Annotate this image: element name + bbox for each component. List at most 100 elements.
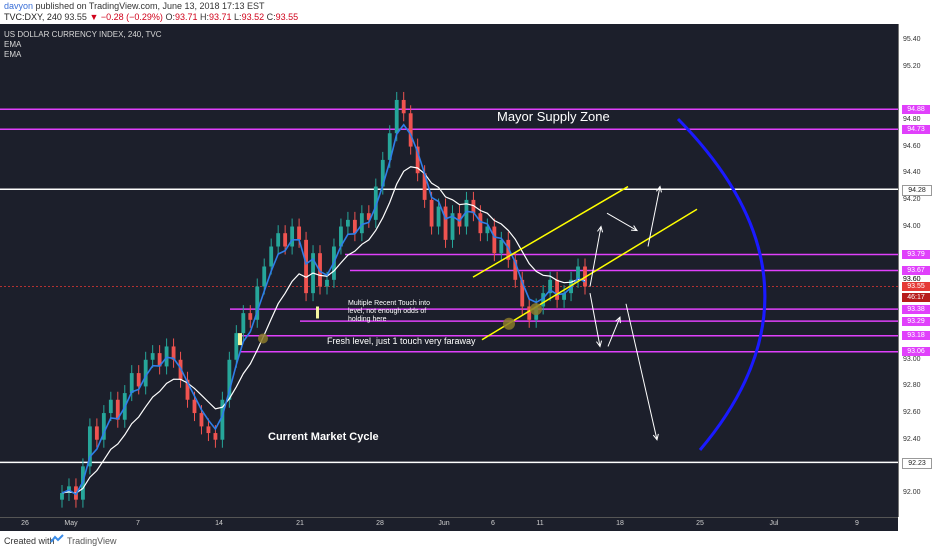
candle-body — [541, 293, 546, 307]
candle-body — [450, 213, 455, 240]
footer: Created with TradingView — [0, 531, 932, 550]
multiple-touch-note: Multiple Recent Touch into level, not en… — [348, 300, 430, 323]
publish-header: davyon published on TradingView.com, Jun… — [0, 0, 932, 24]
x-tick-label: Jun — [438, 520, 450, 527]
arrow-head — [596, 340, 603, 348]
candle-body — [464, 199, 469, 227]
candle-body — [241, 313, 246, 334]
x-tick-label: 26 — [21, 520, 29, 527]
touch-marker — [530, 303, 542, 316]
ema-slow-line — [61, 166, 586, 494]
candle-body — [394, 99, 399, 134]
market-cycle-label: Current Market Cycle — [268, 431, 379, 443]
author-link[interactable]: davyon — [4, 1, 34, 11]
level-price-tag: 93.38 — [902, 304, 930, 314]
chart-plot-area[interactable]: US DOLLAR CURRENCY INDEX, 240, TVC EMA E… — [0, 24, 898, 517]
candle-body — [185, 379, 190, 400]
level-price-tag: 93.29 — [902, 316, 930, 326]
low-value: 93.52 — [241, 12, 265, 22]
level-price-tag: 93.18 — [902, 331, 930, 341]
price-chart — [0, 91, 898, 508]
x-tick-label: 6 — [491, 520, 495, 527]
candle-body — [345, 219, 350, 227]
market-cycle-arc — [676, 117, 767, 451]
candle-body — [408, 113, 413, 147]
tradingview-logo-icon — [50, 534, 64, 543]
close-label: C: — [266, 12, 276, 22]
candle-body — [150, 353, 155, 360]
candle-body — [401, 99, 406, 114]
tradingview-brand[interactable]: TradingView — [67, 536, 117, 546]
candle-body — [143, 359, 148, 387]
y-tick-label: 92.00 — [903, 489, 921, 497]
current-price-tag: 93.55 — [902, 281, 930, 291]
y-tick-label: 95.20 — [903, 62, 921, 70]
x-tick-label: 9 — [855, 520, 859, 527]
published-text: published on TradingView.com, June 13, 2… — [35, 1, 265, 11]
candle-body — [192, 399, 197, 414]
candle-body — [101, 413, 106, 440]
candle-body — [227, 359, 232, 400]
arrow-head — [615, 316, 621, 324]
x-tick-label: Jul — [769, 520, 779, 527]
candle-body — [87, 426, 92, 467]
legend-title: US DOLLAR CURRENCY INDEX, 240, TVC — [4, 30, 162, 39]
open-label: O: — [165, 12, 175, 22]
publish-line: davyon published on TradingView.com, Jun… — [4, 1, 265, 11]
y-tick-label: 92.80 — [903, 382, 921, 390]
arrow-head — [597, 225, 604, 233]
y-tick-label: 94.60 — [903, 142, 921, 150]
candle-body — [276, 233, 281, 247]
y-tick-label-current: 93.60 — [903, 275, 921, 283]
channel-lower-line — [481, 208, 698, 341]
candle-body — [248, 313, 253, 320]
ohlc-line: TVC:DXY, 240 93.55 ▼ −0.28 (−0.29%) O:93… — [4, 12, 298, 22]
x-tick-label: 7 — [136, 520, 140, 527]
candle-body — [352, 219, 357, 234]
candle-body — [60, 493, 64, 500]
candle-body — [359, 213, 364, 234]
candle-body — [548, 279, 553, 294]
candle-body — [255, 286, 260, 320]
candle-body — [199, 413, 204, 427]
fresh-level-note: Fresh level, just 1 touch very faraway — [327, 336, 476, 346]
candle-body — [478, 213, 483, 234]
candle-body — [234, 333, 239, 360]
candle-body — [213, 433, 218, 440]
candle-body — [157, 353, 162, 367]
level-price-tag: 94.28 — [902, 184, 932, 196]
y-tick-label: 93.60 — [903, 275, 921, 283]
candle-body — [373, 186, 378, 220]
y-tick-label: 93.00 — [903, 355, 921, 363]
x-tick-label: 14 — [215, 520, 223, 527]
candle-body — [206, 426, 211, 434]
level-price-tag: 93.06 — [902, 347, 930, 357]
candle-body — [513, 259, 518, 280]
high-value: 93.71 — [209, 12, 232, 22]
open-value: 93.71 — [174, 12, 198, 22]
candle-body — [576, 266, 580, 280]
candle-body — [171, 346, 176, 360]
candle-body — [527, 306, 532, 320]
price-axis[interactable]: 95.40 95.20 94.80 94.60 94.40 94.20 94.00 93.60… — [898, 24, 932, 517]
candle-body — [380, 159, 385, 187]
arrow-line — [606, 212, 638, 231]
candle-body — [262, 266, 267, 287]
low-label: L: — [234, 12, 242, 22]
last-price: 93.55 — [64, 12, 87, 22]
level-price-tag: 94.73 — [902, 124, 930, 134]
time-axis[interactable]: 26 May 7 14 21 28 Jun 6 11 18 25 Jul 9 — [0, 517, 898, 532]
candle-body — [520, 279, 525, 307]
candle-body — [492, 226, 497, 254]
candle-body — [115, 399, 120, 420]
x-tick-label: 21 — [296, 520, 304, 527]
candle-body — [108, 399, 113, 414]
x-tick-label: May — [64, 520, 78, 527]
close-value: 93.55 — [275, 12, 299, 22]
candle-body — [304, 239, 308, 294]
level-price-tag: 94.88 — [902, 104, 930, 114]
y-tick-label: 94.00 — [903, 222, 921, 230]
x-tick-label: 11 — [536, 520, 544, 527]
level-marker — [316, 306, 319, 319]
level-marker — [238, 333, 242, 346]
